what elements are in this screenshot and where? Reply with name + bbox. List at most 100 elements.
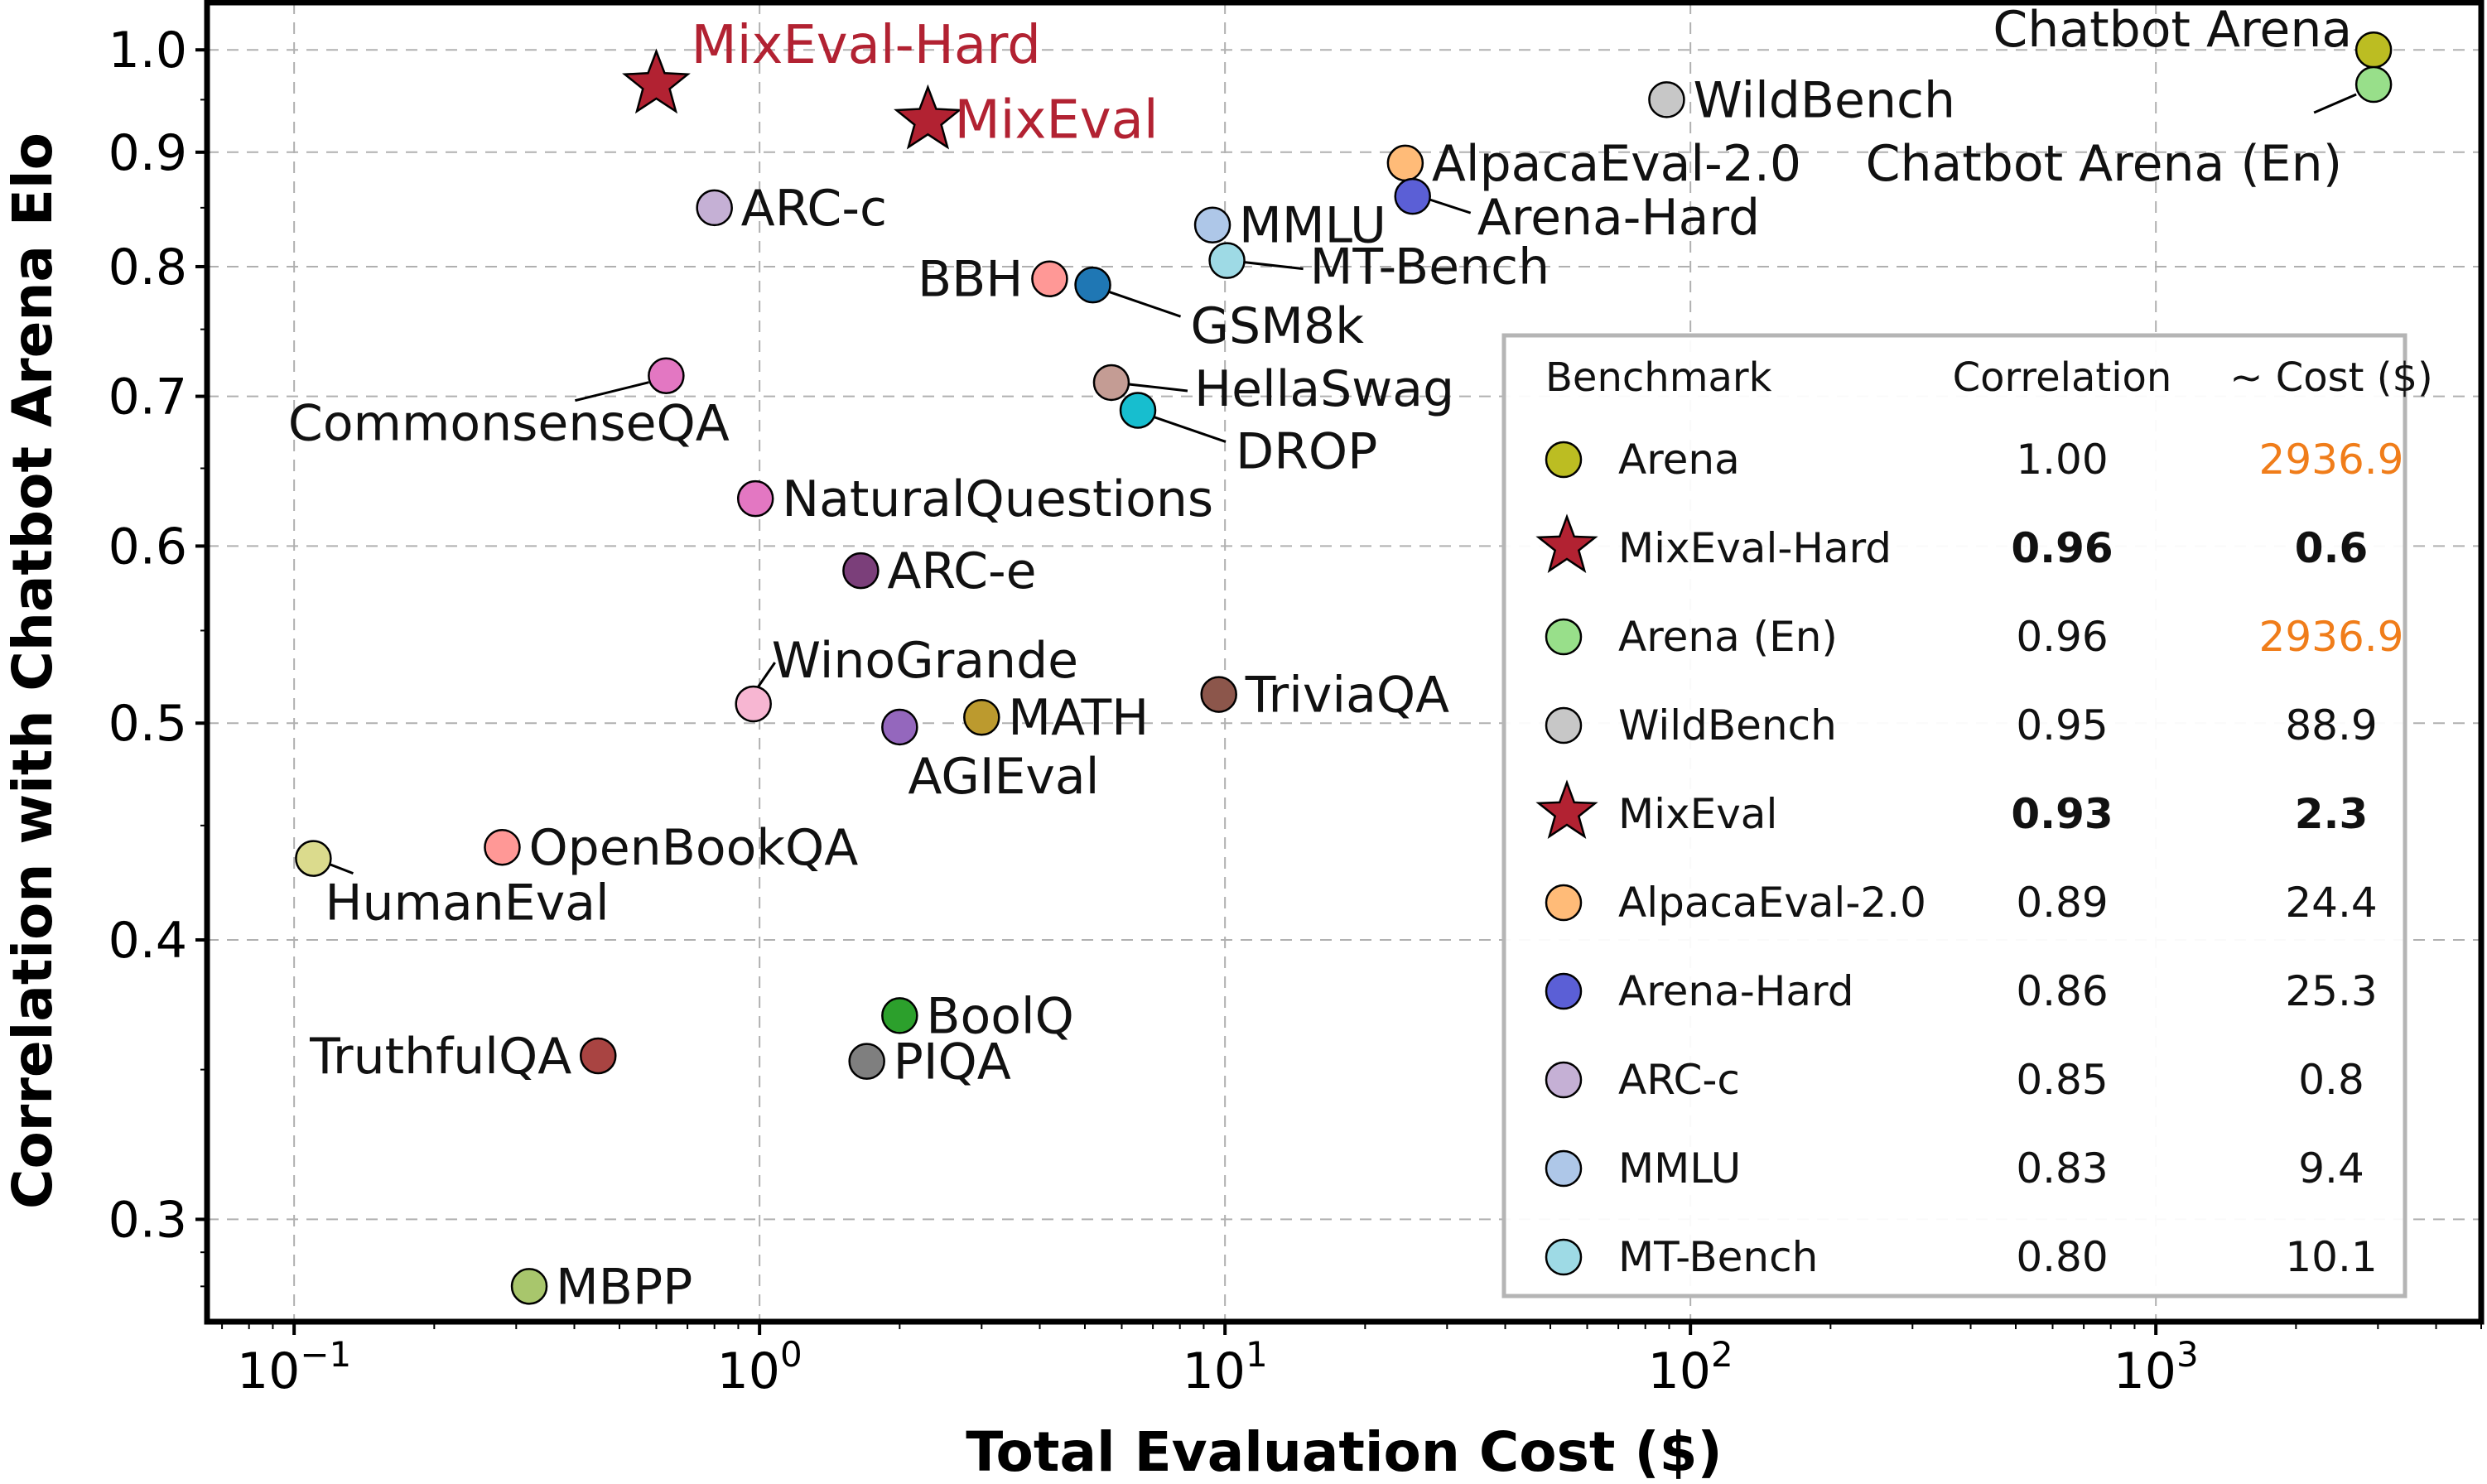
x-axis-label: Total Evaluation Cost ($): [966, 1420, 1722, 1484]
point-alpacaeval-2-0: [1386, 144, 1424, 182]
leader-winogrande: [757, 662, 776, 687]
legend-marker-arena: [1545, 441, 1583, 479]
label-truthfulqa: TruthfulQA: [309, 1028, 571, 1086]
legend-name-mixeval-hard: MixEval-Hard: [1618, 524, 1892, 572]
point-hellaswag: [1092, 364, 1130, 402]
point-boolq: [881, 997, 918, 1034]
label-arc-c: ARC-c: [741, 180, 887, 238]
legend-marker-mixeval-hard: [1535, 513, 1598, 574]
point-mixeval: [894, 84, 962, 150]
point-arc-c: [696, 189, 733, 227]
x-tick-label: 102: [1648, 1334, 1733, 1400]
legend-name-arena-en: Arena (En): [1618, 613, 1838, 661]
point-triviaqa: [1200, 676, 1237, 713]
y-tick-label: 0.8: [108, 238, 187, 296]
y-tick-label: 0.5: [108, 695, 187, 753]
leader-mt-bench: [1244, 261, 1304, 271]
point-bbh: [1031, 260, 1068, 297]
legend-header-correlation: Correlation: [1953, 354, 2172, 401]
legend-marker-arena-en: [1545, 618, 1583, 656]
point-commonsenseqa: [648, 357, 685, 394]
point-chatbot-arena: [2354, 31, 2393, 69]
label-openbookqa: OpenBookQA: [528, 819, 858, 877]
label-wildbench: WildBench: [1693, 71, 1955, 129]
axis-ticks: 0.3 0.4 0.5 0.6 0.7 0.8 0.9 1.0 10−1 100 101 102 103: [108, 22, 2482, 1400]
label-naturalquestions: NaturalQuestions: [782, 470, 1213, 528]
label-bbh: BBH: [918, 251, 1023, 309]
point-humaneval: [295, 840, 332, 877]
legend-marker-mmlu: [1545, 1149, 1583, 1188]
legend-cost-wildbench: 88.9: [2285, 701, 2377, 749]
legend-cost-mmlu: 9.4: [2298, 1144, 2364, 1192]
label-chatbot-arena: Chatbot Arena: [1993, 1, 2352, 59]
legend-correlation-arena-hard: 0.86: [2016, 967, 2108, 1015]
point-drop: [1119, 392, 1157, 429]
legend-correlation-mmlu: 0.83: [2016, 1144, 2108, 1192]
point-arc-e: [842, 552, 880, 590]
y-tick-label: 0.3: [108, 1191, 187, 1249]
label-piqa: PIQA: [894, 1034, 1011, 1091]
y-tick-label: 0.9: [108, 124, 187, 182]
legend-correlation-mt-bench: 0.80: [2016, 1233, 2108, 1281]
label-arc-e: ARC-e: [887, 542, 1036, 600]
legend-correlation-arena-en: 0.96: [2016, 613, 2108, 661]
legend-correlation-arena: 1.00: [2016, 436, 2108, 484]
legend-marker-arena-hard: [1545, 972, 1583, 1010]
legend-cost-arena: 2936.9: [2259, 436, 2404, 484]
point-mt-bench: [1208, 242, 1246, 279]
point-arena-hard: [1394, 177, 1431, 215]
point-openbookqa: [484, 828, 521, 866]
label-boolq: BoolQ: [926, 987, 1073, 1045]
plot-frame: [204, 0, 2485, 1325]
legend-name-mixeval: MixEval: [1618, 790, 1777, 838]
legend-marker-alpacaeval-2-0: [1545, 884, 1583, 922]
label-humaneval: HumanEval: [325, 874, 609, 932]
legend-name-arena-hard: Arena-Hard: [1618, 967, 1853, 1015]
legend-name-wildbench: WildBench: [1618, 701, 1837, 749]
legend-marker-arc-c: [1545, 1061, 1583, 1099]
label-mmlu: MMLU: [1239, 197, 1386, 255]
legend-correlation-mixeval-hard: 0.96: [2011, 524, 2113, 572]
label-commonsenseqa: CommonsenseQA: [288, 395, 730, 453]
y-tick-label: 0.6: [108, 518, 187, 576]
label-leader-lines: [326, 93, 2357, 874]
label-hellaswag: HellaSwag: [1194, 360, 1454, 418]
label-drop: DROP: [1236, 422, 1377, 480]
legend-correlation-alpacaeval-2-0: 0.89: [2016, 879, 2108, 927]
label-gsm8k: GSM8k: [1191, 297, 1365, 355]
legend-correlation-mixeval: 0.93: [2011, 790, 2113, 838]
label-arena-hard: Arena-Hard: [1477, 189, 1760, 247]
label-mt-bench: MT-Bench: [1310, 238, 1550, 296]
legend-marker-mt-bench: [1545, 1238, 1583, 1276]
legend-marker-mixeval: [1535, 779, 1598, 840]
legend-name-mmlu: MMLU: [1618, 1144, 1741, 1192]
x-tick-label: 10−1: [237, 1334, 351, 1400]
legend-name-mt-bench: MT-Bench: [1618, 1233, 1818, 1281]
legend-table: Benchmark Correlation ~ Cost ($) Arena 1.00 2…: [1501, 333, 2433, 1298]
legend-name-alpacaeval-2-0: AlpacaEval-2.0: [1618, 879, 1926, 927]
leader-commonsenseqa: [575, 381, 649, 402]
leader-drop: [1153, 416, 1227, 443]
y-tick-label: 0.4: [108, 912, 187, 970]
leader-arena-hard: [1429, 198, 1472, 214]
point-mixeval-hard: [622, 48, 691, 114]
legend-cost-alpacaeval-2-0: 24.4: [2285, 879, 2377, 927]
legend-header-benchmark: Benchmark: [1545, 354, 1772, 401]
point-mmlu: [1193, 206, 1231, 243]
point-truthfulqa: [580, 1037, 617, 1075]
legend-cost-mixeval-hard: 0.6: [2295, 524, 2369, 572]
leader-hellaswag: [1128, 383, 1188, 393]
leader-chatbot-arena-en: [2313, 93, 2357, 114]
legend-name-arc-c: ARC-c: [1618, 1056, 1740, 1104]
label-chatbot-arena-en: Chatbot Arena (En): [1866, 135, 2343, 193]
label-math: MATH: [1008, 689, 1149, 747]
legend-cost-arc-c: 0.8: [2298, 1056, 2364, 1104]
legend-cost-mixeval: 2.3: [2295, 790, 2369, 838]
point-mbpp: [510, 1268, 548, 1305]
legend-correlation-wildbench: 0.95: [2016, 701, 2108, 749]
label-mixeval: MixEval: [954, 89, 1158, 151]
leader-humaneval: [326, 862, 354, 874]
y-tick-label: 0.7: [108, 369, 187, 426]
point-math: [963, 698, 1000, 736]
